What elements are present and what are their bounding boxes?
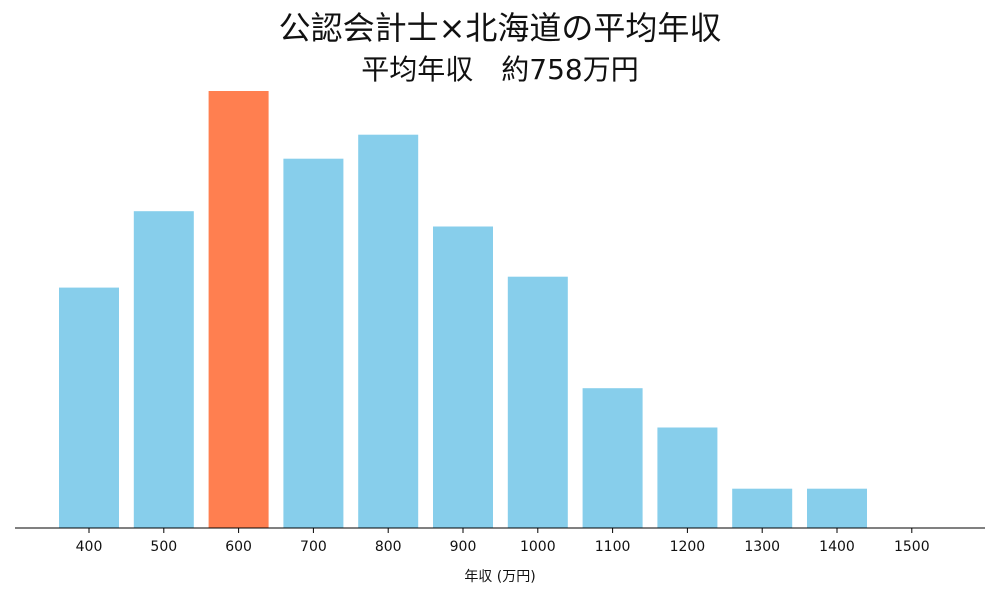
x-tick-label-1200: 1200 [670,539,706,555]
bar-1200 [657,427,718,528]
x-tick-label-700: 700 [300,539,327,555]
bar-900 [433,226,493,528]
x-tick-label-500: 500 [150,539,177,555]
bar-1000 [507,276,568,528]
bar-1100 [582,388,643,528]
x-tick-label-1300: 1300 [744,539,780,555]
x-tick-label-1100: 1100 [595,539,631,555]
x-tick-label-1000: 1000 [520,539,556,555]
x-ticks-group: 400 500 600 700 800 900 1000 1100 1200 1300 1400 15… [76,528,930,555]
x-tick-label-400: 400 [76,539,103,555]
x-axis-label: 年収 (万円) [464,569,535,585]
chart-title: 公認会計士×北海道の平均年収 [278,9,722,47]
x-tick-label-800: 800 [375,539,402,555]
x-tick-label-900: 900 [450,539,477,555]
x-tick-label-1500: 1500 [894,539,930,555]
bar-1400 [807,488,867,528]
bar-700 [283,158,344,528]
bars-group [59,91,867,528]
x-tick-label-600: 600 [225,539,252,555]
x-tick-label-1400: 1400 [819,539,855,555]
bar-500 [133,211,194,528]
chart-subtitle: 平均年収 約758万円 [361,53,639,86]
bar-400 [59,287,119,528]
bar-800 [358,134,419,528]
bar-600 [208,91,269,528]
bar-1300 [732,488,793,528]
